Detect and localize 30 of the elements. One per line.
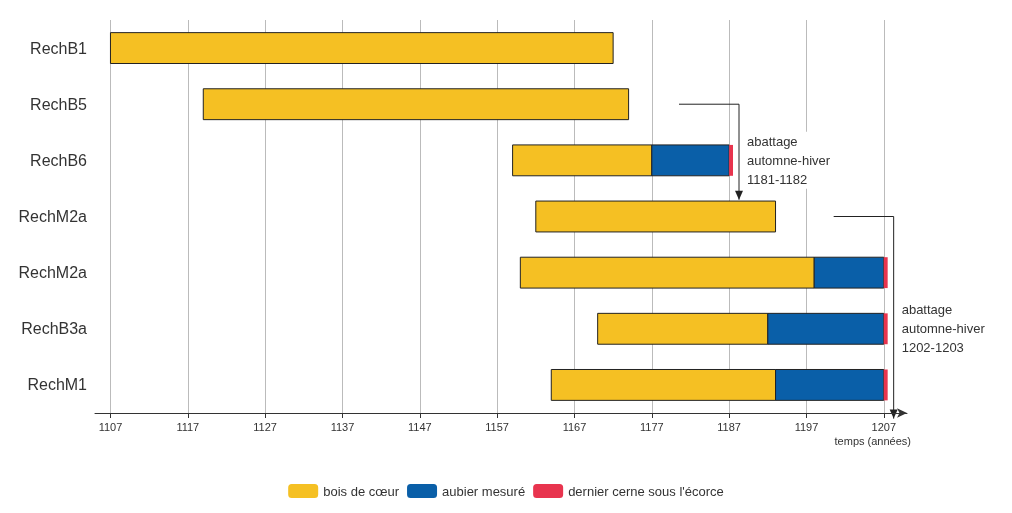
- bar: [202, 88, 630, 121]
- x-tick-label: 1107: [98, 420, 123, 433]
- y-tick-label: RechB3a: [21, 320, 88, 338]
- legend-label: bois de cœur: [323, 483, 400, 499]
- legend-label: aubier mesuré: [442, 483, 526, 499]
- y-tick-label: RechM2a: [18, 264, 88, 282]
- x-tick-label: 1187: [717, 420, 741, 433]
- x-tick-label: 1147: [407, 420, 432, 433]
- x-tick-label: 1177: [639, 420, 664, 433]
- x-tick-label: 1137: [330, 420, 355, 433]
- bar: [883, 257, 888, 289]
- y-tick-label: RechB6: [30, 151, 88, 169]
- y-tick-label: RechM2a: [18, 208, 88, 225]
- bar: [883, 313, 888, 345]
- legend-label: dernier cerne sous l'écorce: [568, 483, 724, 499]
- bar: [109, 32, 614, 65]
- y-tick-label: RechB1: [30, 39, 88, 57]
- x-tick-label: 1127: [253, 420, 277, 433]
- x-axis-title: temps (années): [834, 434, 911, 447]
- x-tick-label: 1207: [871, 420, 897, 433]
- y-tick-label: RechB5: [30, 95, 88, 113]
- x-tick-label: 1167: [562, 420, 587, 433]
- x-tick-label: 1157: [485, 420, 509, 433]
- x-tick-label: 1117: [176, 420, 200, 433]
- bar: [729, 144, 733, 176]
- annotation: abattage automne-hiver 1202-1203: [901, 302, 986, 356]
- annotation: abattage automne-hiver 1181-1182: [747, 133, 831, 187]
- bar: [883, 369, 888, 401]
- x-tick-label: 1197: [794, 420, 819, 433]
- y-tick-label: RechM1: [27, 376, 88, 394]
